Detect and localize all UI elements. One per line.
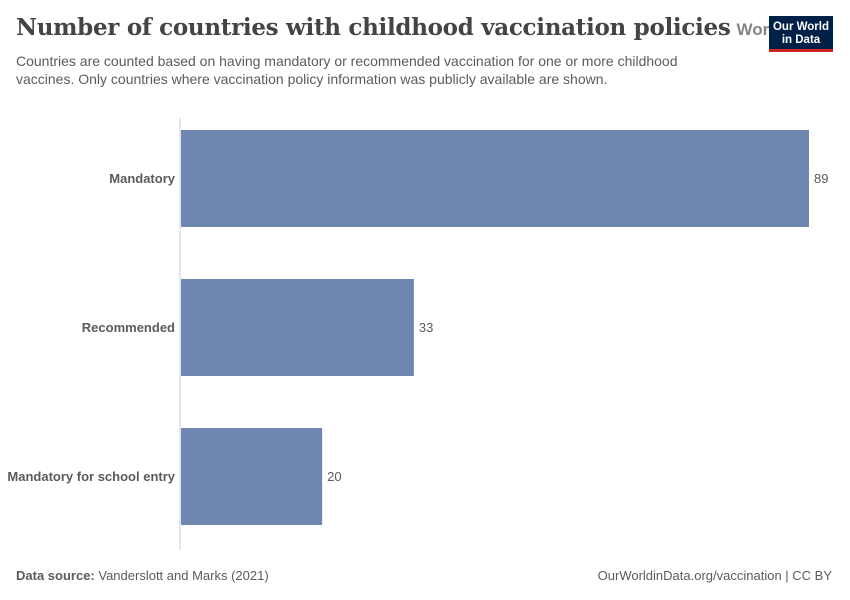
- owid-logo[interactable]: Our World in Data: [769, 16, 833, 52]
- bar-recommended[interactable]: [181, 279, 414, 376]
- chart-header: Number of countries with childhood vacci…: [16, 14, 784, 41]
- chart-title: Number of countries with childhood vacci…: [16, 14, 731, 41]
- value-label: 89: [814, 171, 828, 186]
- value-label: 20: [327, 469, 341, 484]
- value-label: 33: [419, 320, 433, 335]
- data-source: Data source: Vanderslott and Marks (2021…: [16, 568, 269, 583]
- url-license[interactable]: OurWorldinData.org/vaccination | CC BY: [597, 568, 832, 583]
- chart-subtitle: Countries are counted based on having ma…: [16, 53, 678, 87]
- category-label: Mandatory for school entry: [7, 469, 175, 484]
- data-source-text[interactable]: Vanderslott and Marks (2021): [98, 568, 269, 583]
- category-label: Recommended: [82, 320, 175, 335]
- category-label: Mandatory: [109, 171, 176, 186]
- logo-line-1: Our World: [772, 21, 829, 33]
- logo-line-2: in Data: [781, 34, 821, 46]
- bar-mandatory-for-school-entry[interactable]: [181, 428, 323, 525]
- data-source-label: Data source:: [16, 568, 95, 583]
- bar-chart: Mandatory 89 Recommended 33 Mandatory for sc…: [7, 118, 828, 550]
- bar-mandatory[interactable]: [181, 130, 809, 227]
